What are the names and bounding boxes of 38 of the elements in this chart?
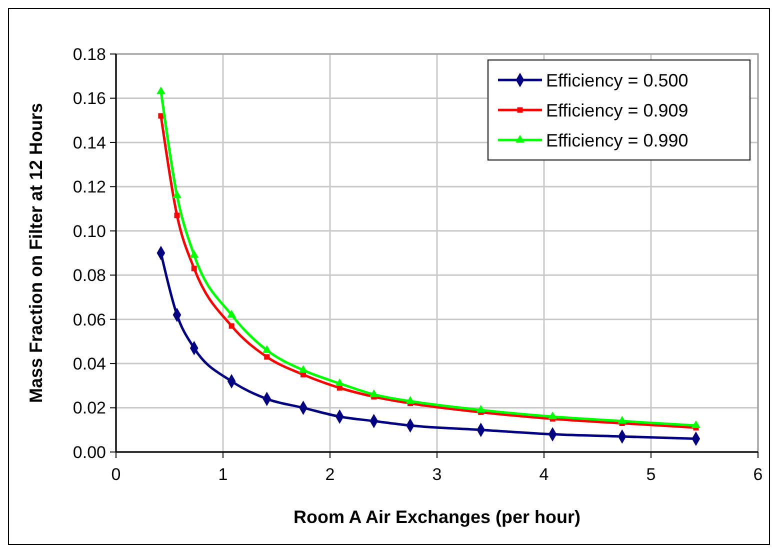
point xyxy=(174,212,180,218)
point xyxy=(227,310,236,318)
y-tick-label: 0.02 xyxy=(72,398,106,418)
point xyxy=(191,266,197,272)
point xyxy=(618,416,627,424)
legend-label: Efficiency = 0.500 xyxy=(546,70,688,90)
x-tick-label: 6 xyxy=(753,465,763,484)
point xyxy=(369,389,378,398)
point xyxy=(262,345,272,353)
y-axis-title: Mass Fraction on Filter at 12 Hours xyxy=(26,102,46,404)
legend-label: Efficiency = 0.990 xyxy=(546,130,688,150)
y-tick-label: 0.08 xyxy=(72,266,106,286)
point xyxy=(172,190,182,198)
point xyxy=(228,323,234,329)
y-tick-label: 0.12 xyxy=(72,178,106,197)
point xyxy=(156,86,166,94)
y-tick-label: 0.04 xyxy=(72,354,106,374)
x-tick-label: 4 xyxy=(539,465,549,484)
x-tick-label: 1 xyxy=(218,465,228,484)
y-tick-label: 0.10 xyxy=(72,222,106,241)
point xyxy=(548,412,557,420)
point xyxy=(190,250,199,258)
x-tick-label: 5 xyxy=(646,465,656,484)
point xyxy=(476,404,486,413)
x-tick-label: 0 xyxy=(111,465,121,484)
point xyxy=(406,396,415,404)
point xyxy=(692,420,700,428)
x-tick-label: 3 xyxy=(432,465,442,484)
y-tick-label: 0.16 xyxy=(72,89,106,108)
point xyxy=(264,354,270,360)
x-tick-label: 2 xyxy=(325,465,335,484)
y-tick-label: 0.14 xyxy=(72,133,106,152)
legend-label: Efficiency = 0.909 xyxy=(546,100,688,120)
y-tick-label: 0.00 xyxy=(72,442,106,462)
x-axis-title: Room A Air Exchanges (per hour) xyxy=(293,507,581,527)
y-tick-label: 0.06 xyxy=(72,310,106,330)
y-tick-label: 0.18 xyxy=(72,44,106,64)
point xyxy=(158,113,164,119)
